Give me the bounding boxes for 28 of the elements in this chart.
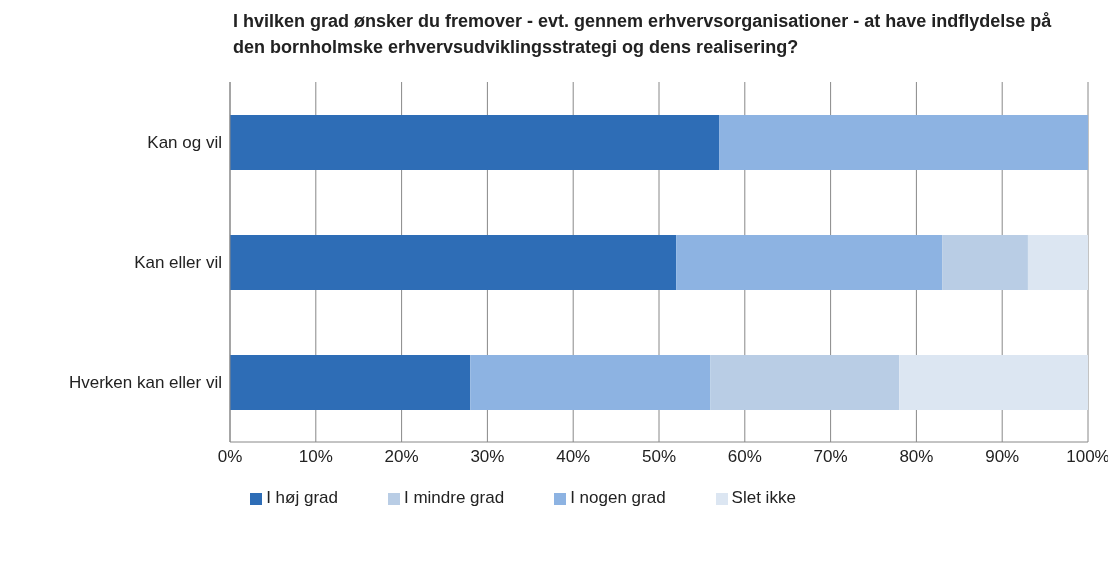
legend-label: Slet ikke (731, 488, 796, 507)
legend-label: I nogen grad (570, 488, 666, 507)
chart-title: I hvilken grad ønsker du fremover - evt. gennem erhvervsorganisationer - at have indflydelse på den bornholmske erhvervsudviklingsstrategi og dens realisering? (233, 11, 1052, 57)
bar (1027, 235, 1088, 290)
x-tick-label: 60% (727, 447, 762, 467)
x-tick-label: 80% (899, 447, 934, 467)
x-tick-label: 0% (217, 447, 243, 467)
bar (230, 115, 720, 170)
x-tick-label: 70% (813, 447, 848, 467)
legend-label: I mindre grad (403, 488, 505, 507)
bar (230, 235, 677, 290)
bar (230, 355, 471, 410)
bar (676, 235, 943, 290)
x-tick-label: 40% (556, 447, 591, 467)
bar (470, 355, 711, 410)
x-tick-label: 30% (470, 447, 505, 467)
bar (710, 355, 900, 410)
bar (719, 115, 1088, 170)
y-tick-label: Hverken kan eller vil (68, 373, 222, 393)
bar (942, 235, 1028, 290)
x-tick-label: 10% (298, 447, 333, 467)
y-tick-label: Kan og vil (147, 133, 222, 153)
bar (899, 355, 1088, 410)
legend-label: I høj grad (266, 488, 338, 507)
x-tick-label: 90% (985, 447, 1020, 467)
x-tick-label: 50% (641, 447, 677, 467)
x-tick-label: 20% (384, 447, 419, 467)
y-tick-label: Kan eller vil (134, 253, 222, 273)
